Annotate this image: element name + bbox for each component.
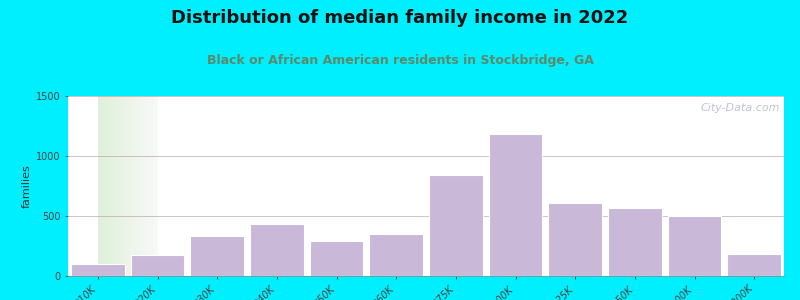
Bar xyxy=(310,241,363,276)
Bar xyxy=(71,264,125,276)
Bar xyxy=(370,234,423,276)
Bar xyxy=(190,236,244,276)
Y-axis label: families: families xyxy=(22,164,31,208)
Bar xyxy=(668,216,722,276)
Bar xyxy=(429,175,482,276)
Text: City-Data.com: City-Data.com xyxy=(701,103,781,113)
Bar xyxy=(548,203,602,276)
Bar xyxy=(489,134,542,276)
Bar xyxy=(608,208,662,276)
Text: Black or African American residents in Stockbridge, GA: Black or African American residents in S… xyxy=(206,54,594,67)
Text: Distribution of median family income in 2022: Distribution of median family income in … xyxy=(171,9,629,27)
Bar xyxy=(250,224,304,276)
Bar xyxy=(130,255,184,276)
Bar xyxy=(727,254,781,276)
